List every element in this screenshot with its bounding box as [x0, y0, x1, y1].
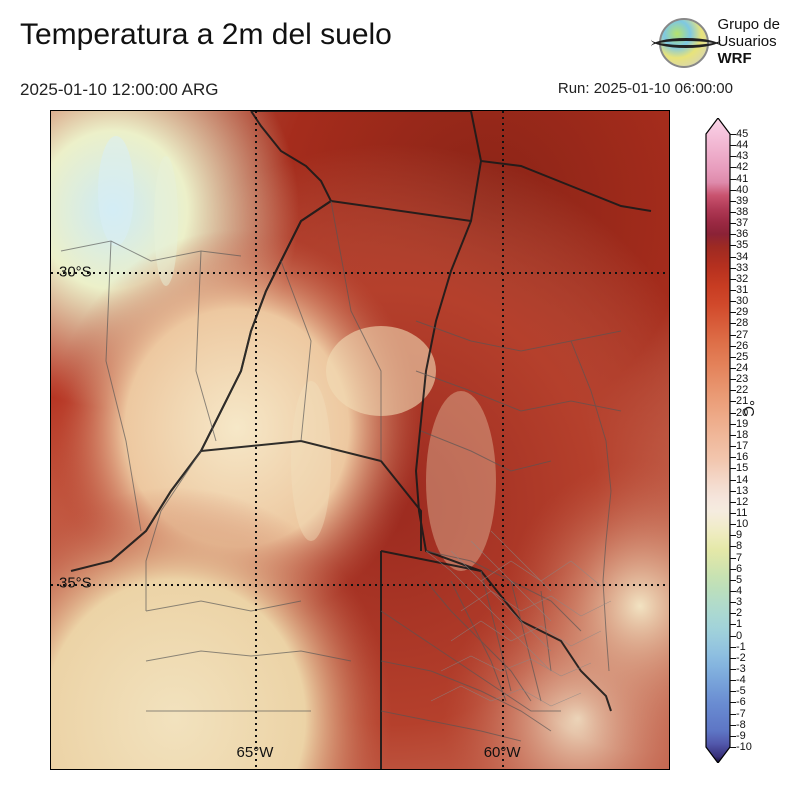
- run-label: Run: 2025-01-10 06:00:00: [558, 80, 733, 97]
- colorbar-tick--10: -10: [736, 741, 752, 753]
- logo-text: Grupo de Usuarios WRF: [717, 17, 780, 67]
- page-title: Temperatura a 2m del suelo: [20, 18, 392, 52]
- temperature-map[interactable]: 30°S 35°S 65°W 60°W: [50, 110, 670, 770]
- logo-group: Grupo de Usuarios WRF: [530, 10, 780, 75]
- date-label: 2025-01-10 12:00:00 ARG: [20, 80, 218, 100]
- lat-tick-35s: 35°S: [59, 575, 92, 592]
- globe-icon: [659, 18, 709, 68]
- lon-tick-65w: 65°W: [237, 744, 274, 761]
- colorbar-unit-label: °C: [740, 400, 757, 417]
- colorbar[interactable]: 45 44 43 42 41 40 39 38 37 36 35 34 33 32 31 30 29 28 27 26…: [700, 118, 736, 763]
- lat-tick-30s: 30°S: [59, 264, 92, 281]
- lon-tick-60w: 60°W: [484, 744, 521, 761]
